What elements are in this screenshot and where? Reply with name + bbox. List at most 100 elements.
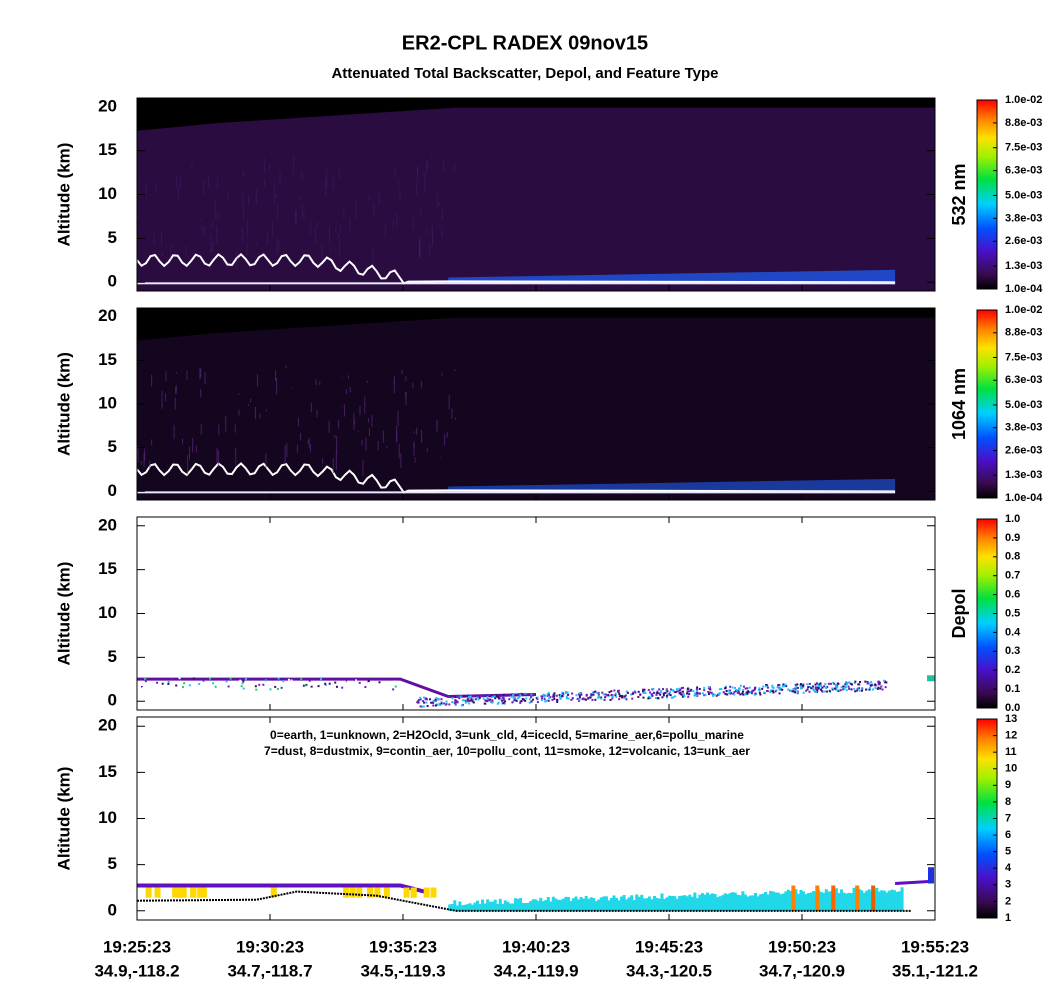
aerosol-feature	[751, 895, 755, 911]
smoke-feature	[815, 885, 820, 911]
depol-speck	[553, 697, 556, 700]
depol-speck	[545, 699, 548, 702]
depol-speck	[831, 688, 834, 691]
depol-speck	[655, 696, 658, 699]
depol-speck	[571, 692, 574, 695]
depol-speck	[845, 681, 848, 684]
depol-speck	[282, 680, 285, 683]
depol-speck	[843, 687, 846, 690]
aerosol-feature	[473, 902, 477, 911]
depol-speck	[542, 693, 545, 696]
depol-speck	[529, 696, 532, 699]
depol-speck	[181, 686, 184, 689]
aerosol-feature	[529, 901, 533, 911]
depol-speck	[626, 691, 629, 694]
aerosol-feature	[579, 896, 583, 911]
depol-speck	[783, 685, 786, 688]
depol-speck	[734, 686, 737, 689]
depol-speck	[864, 680, 867, 683]
aerosol-feature	[882, 890, 886, 911]
depol-speck	[821, 686, 824, 689]
dust-feature	[430, 887, 437, 898]
signal-streak	[368, 196, 370, 201]
depol-speck	[761, 687, 764, 690]
depol-speck	[198, 682, 201, 685]
depol-speck	[655, 693, 658, 696]
aerosol-feature	[554, 898, 558, 911]
depol-speck	[583, 698, 586, 701]
signal-streak	[431, 222, 433, 235]
depol-speck	[746, 692, 749, 695]
x-tick-position: 34.7,-120.9	[759, 961, 845, 980]
signal-streak	[185, 245, 187, 256]
signal-streak	[415, 182, 417, 196]
depol-speck	[419, 705, 422, 708]
depol-speck	[742, 693, 745, 696]
signal-streak	[254, 407, 256, 420]
depol-speck	[877, 680, 880, 683]
depol-speck	[567, 693, 570, 696]
depol-speck	[435, 697, 438, 700]
depol-speck	[698, 687, 701, 690]
aerosol-feature	[524, 903, 528, 911]
signal-streak	[405, 376, 407, 381]
depol-speck	[242, 680, 245, 683]
depol-speck	[188, 684, 191, 687]
depol-speck	[643, 688, 646, 691]
signal-streak	[217, 177, 219, 190]
signal-streak	[319, 381, 321, 386]
depol-speck	[548, 697, 551, 700]
aerosol-feature	[458, 901, 462, 911]
depol-speck	[144, 683, 147, 686]
aerosol-feature	[898, 891, 902, 911]
depol-speck	[604, 696, 607, 699]
aerosol-feature	[837, 893, 841, 911]
signal-streak	[400, 453, 402, 468]
depol-speck	[847, 685, 850, 688]
depol-speck	[510, 695, 513, 698]
depol-speck	[528, 698, 531, 701]
depol-speck	[762, 685, 765, 688]
depol-speck	[869, 684, 872, 687]
depol-speck	[547, 699, 550, 702]
depol-speck	[426, 705, 429, 708]
signal-streak	[256, 374, 258, 387]
depol-speck	[647, 695, 650, 698]
signal-streak	[398, 443, 400, 459]
depol-speck	[580, 693, 583, 696]
signal-streak	[155, 182, 157, 194]
signal-streak	[446, 431, 448, 438]
depol-speck	[544, 700, 547, 703]
depol-speck	[324, 682, 327, 685]
signal-streak	[204, 372, 206, 385]
aerosol-feature	[665, 897, 669, 911]
depol-speck	[536, 701, 539, 704]
depol-speck	[708, 687, 711, 690]
depol-speck	[468, 702, 471, 705]
depol-speck	[856, 688, 859, 691]
colorbar-tick-label: 7.5e-03	[1005, 351, 1042, 363]
dust-feature	[403, 887, 410, 898]
aerosol-feature	[700, 893, 704, 911]
depol-speck	[491, 701, 494, 704]
aerosol-feature	[599, 897, 603, 911]
signal-streak	[151, 439, 153, 446]
colorbar-label: Depol	[949, 588, 969, 638]
aerosol-feature	[680, 895, 684, 911]
depol-speck	[750, 690, 753, 693]
depol-speck	[618, 693, 621, 696]
depol-speck	[440, 702, 443, 705]
depol-speck	[816, 691, 819, 694]
depol-speck	[575, 694, 578, 697]
depol-speck	[532, 698, 535, 701]
aerosol-feature	[809, 892, 813, 911]
dust-feature	[383, 887, 390, 898]
aerosol-feature	[612, 895, 616, 911]
depol-speck	[718, 693, 721, 696]
signal-streak	[153, 230, 155, 244]
aerosol-feature	[549, 901, 553, 911]
aerosol-feature	[852, 887, 856, 911]
colorbar-tick-label: 1.0e-02	[1005, 94, 1042, 106]
y-tick-label: 10	[98, 808, 117, 827]
signal-streak	[225, 415, 227, 432]
